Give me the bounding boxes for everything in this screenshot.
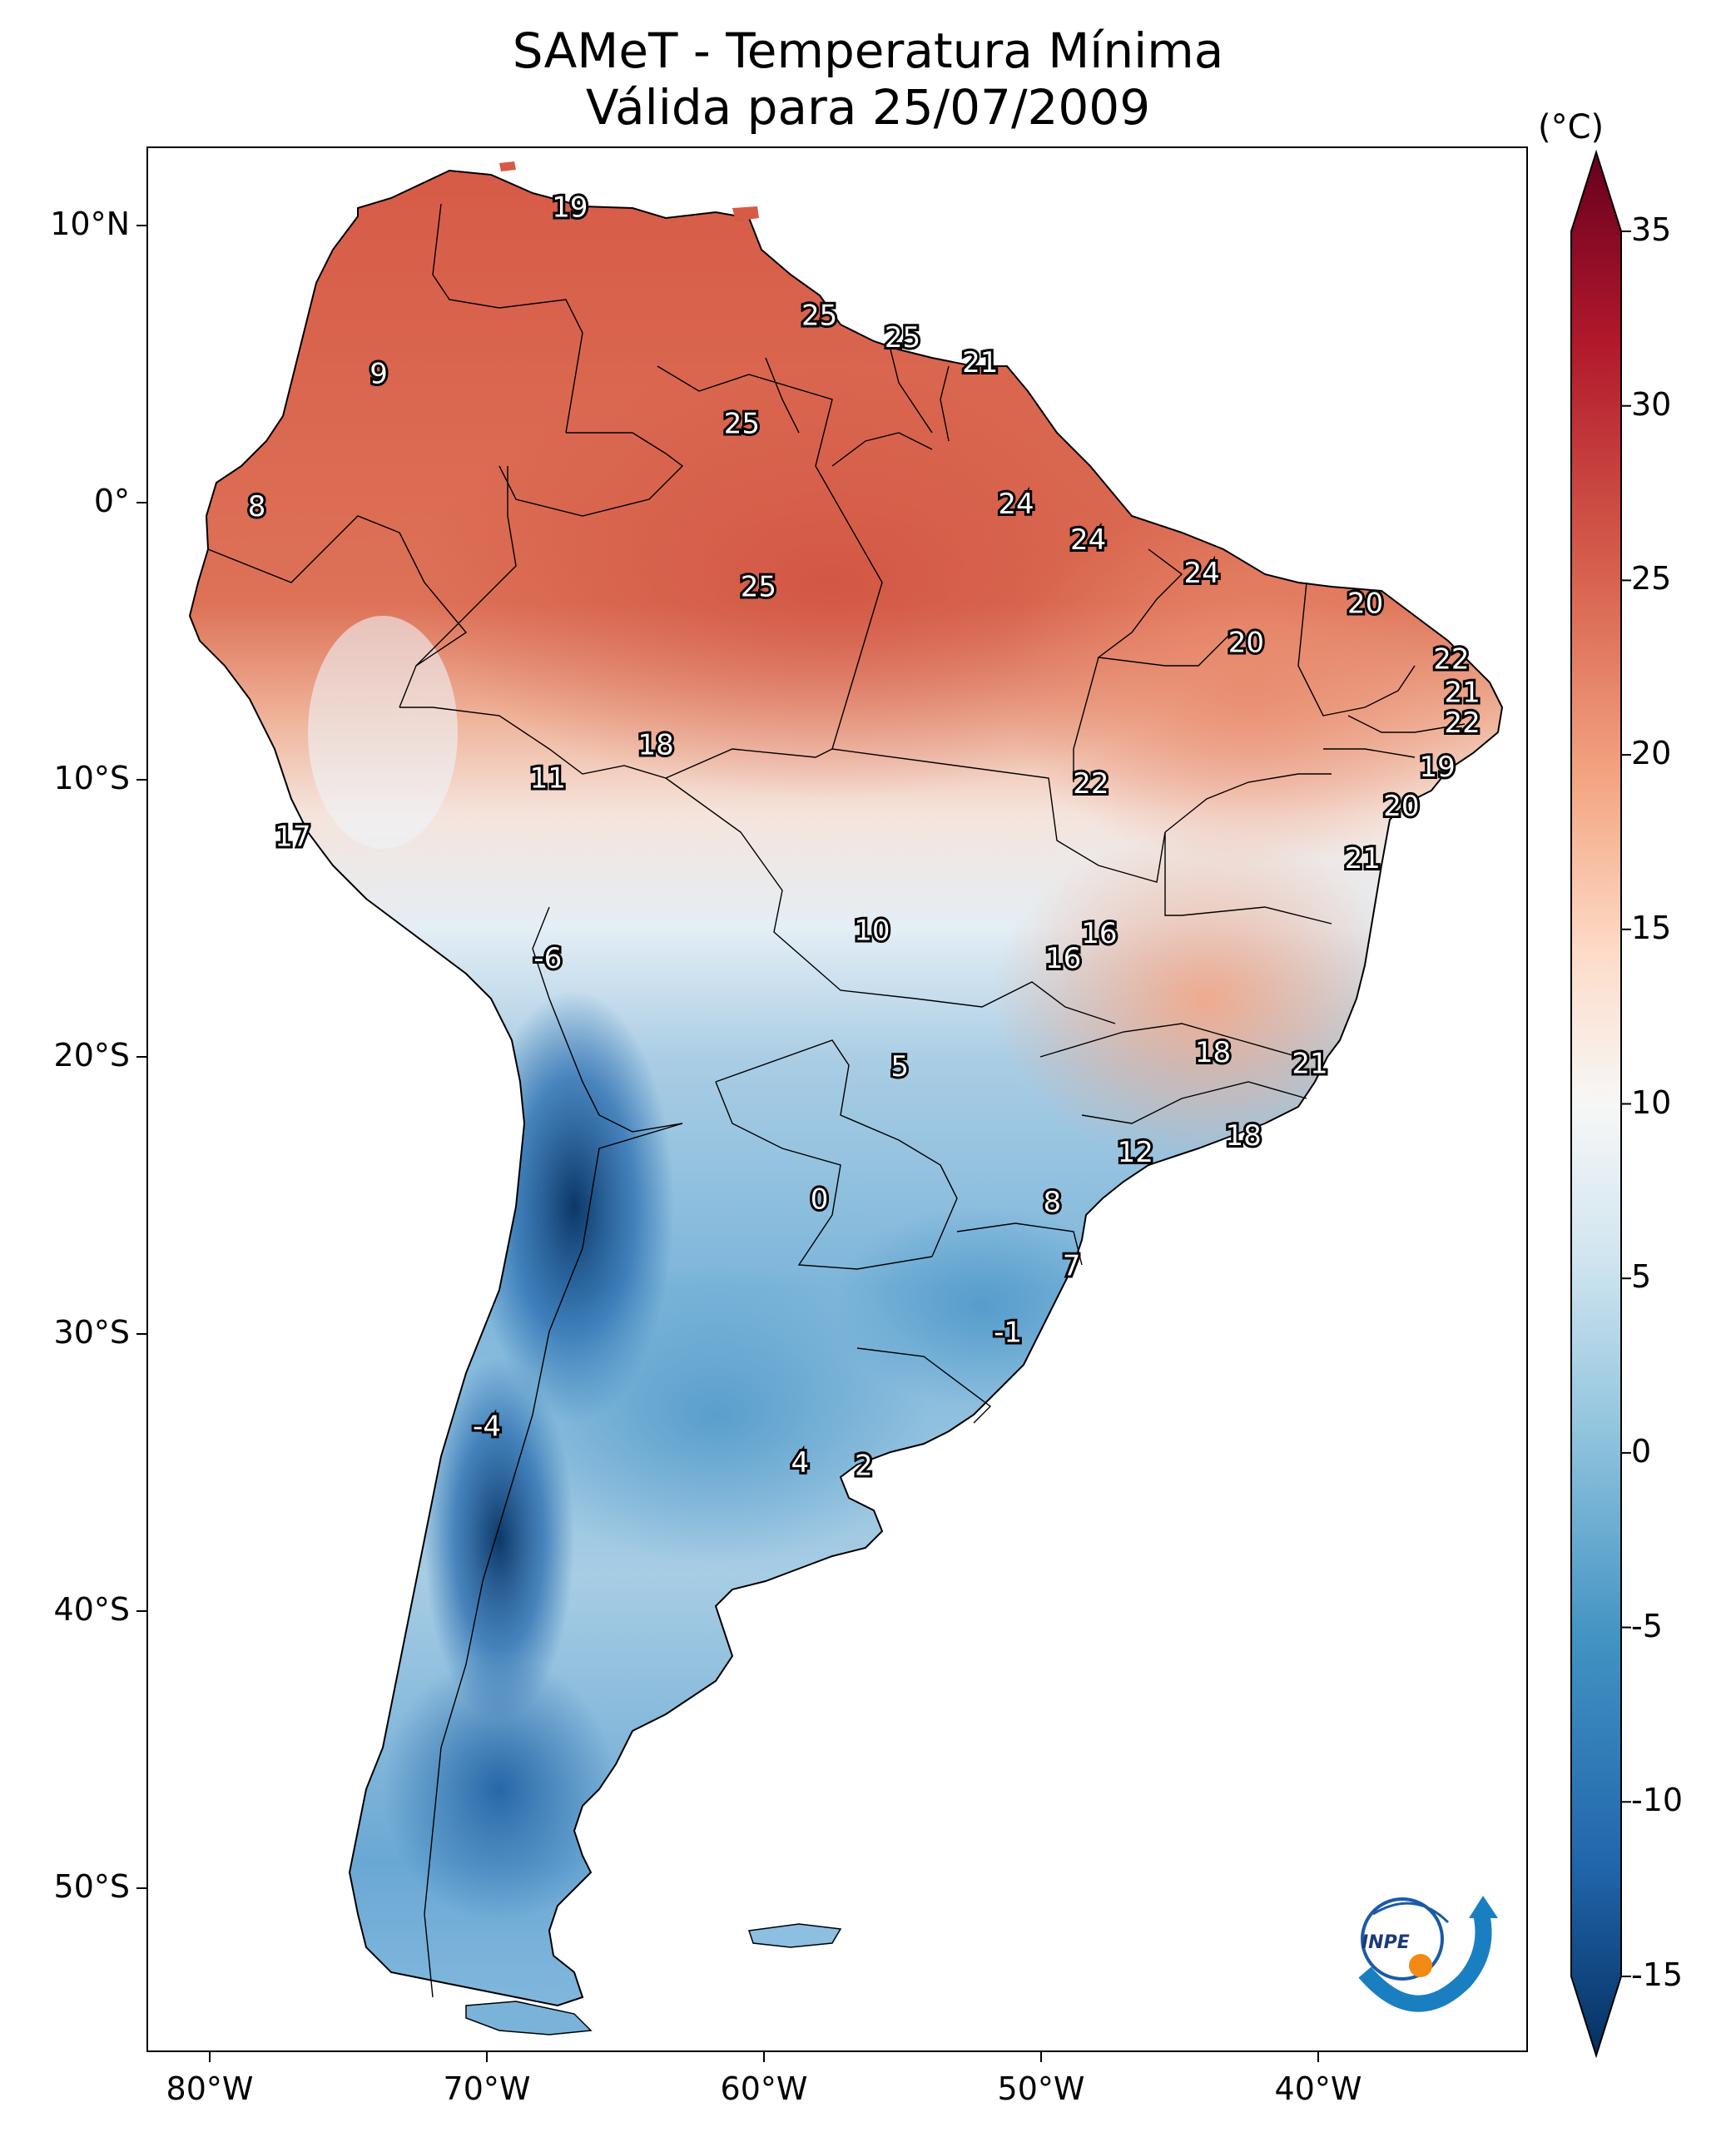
temperature-label: 21 [1292, 1047, 1327, 1080]
y-tick-mark [136, 1887, 146, 1889]
temperature-label: 25 [741, 571, 776, 604]
temperature-label: 25 [885, 321, 920, 355]
temperature-label: -6 [533, 942, 562, 975]
temperature-label: 4 [791, 1446, 809, 1480]
temperature-label: 19 [1420, 751, 1456, 784]
temperature-label: 25 [724, 407, 760, 440]
x-tick-mark [763, 2052, 765, 2062]
temperature-label: 5 [890, 1050, 909, 1083]
colorbar-tick-label: 15 [1631, 909, 1672, 946]
temperature-label: 7 [1063, 1250, 1081, 1283]
y-tick-mark [136, 1333, 146, 1335]
temperature-label: 20 [1347, 588, 1383, 621]
political-borders [207, 203, 1466, 1998]
colorbar-tick-label: 5 [1631, 1258, 1652, 1296]
temperature-label: 22 [1445, 707, 1481, 740]
temperature-label: 20 [1383, 790, 1419, 823]
temperature-label: 2 [855, 1449, 873, 1482]
y-tick-label: 30°S [53, 1314, 130, 1351]
temperature-label: 24 [998, 488, 1034, 521]
y-tick-mark [136, 1056, 146, 1058]
temperature-label: 21 [962, 346, 998, 379]
x-tick-label: 80°W [166, 2070, 254, 2107]
temperature-label: 20 [1228, 626, 1264, 659]
y-tick-label: 40°S [53, 1591, 130, 1628]
temperature-label: 8 [248, 490, 266, 523]
temperature-label: 16 [1045, 942, 1081, 975]
temperature-label: 22 [1433, 642, 1469, 676]
temperature-label: 10 [854, 915, 890, 948]
colorbar-tick-label: 35 [1631, 211, 1672, 248]
y-tick-mark [136, 225, 146, 226]
temperature-label: 21 [1345, 842, 1381, 875]
colorbar [1570, 149, 1631, 2059]
temperature-label: 16 [1081, 917, 1117, 950]
colorbar-tick-label: -10 [1631, 1782, 1684, 1819]
colorbar-body [1570, 149, 1622, 2059]
y-tick-label: 50°S [53, 1868, 130, 1905]
map-title: SAMeT - Temperatura Mínima [512, 22, 1224, 79]
colorbar-tick-label: 30 [1631, 385, 1672, 423]
y-tick-mark [136, 502, 146, 503]
colorbar-tick-label: 10 [1631, 1083, 1672, 1121]
x-tick-mark [209, 2052, 211, 2062]
map-subtitle: Válida para 25/07/2009 [585, 79, 1151, 136]
temperature-label: 18 [1225, 1119, 1261, 1153]
x-tick-label: 50°W [997, 2070, 1085, 2107]
temperature-label: 18 [637, 729, 673, 762]
temperature-label: 24 [1070, 523, 1106, 557]
temperature-label: 25 [801, 299, 837, 332]
colorbar-tick-label: -5 [1631, 1607, 1663, 1644]
map-frame [146, 146, 1528, 2052]
y-tick-label: 0° [93, 483, 130, 519]
temperature-label: -4 [473, 1411, 501, 1444]
y-tick-label: 20°S [53, 1037, 130, 1074]
colorbar-unit: (°C) [1538, 108, 1605, 146]
colorbar-tick-label: -15 [1631, 1956, 1684, 1993]
colorbar-tick-label: 20 [1631, 735, 1672, 772]
x-tick-mark [1317, 2052, 1319, 2062]
x-tick-label: 40°W [1274, 2070, 1362, 2107]
temperature-label: 24 [1184, 557, 1220, 590]
y-tick-mark [136, 1610, 146, 1612]
temperature-label: 19 [552, 191, 588, 225]
temperature-label: 21 [1445, 676, 1481, 709]
temperature-label: 8 [1043, 1186, 1061, 1219]
colorbar-tick-label: 25 [1631, 560, 1672, 598]
y-tick-label: 10°N [50, 206, 130, 242]
logo-text: INPE [1362, 1932, 1410, 1953]
y-tick-label: 10°S [53, 760, 130, 796]
temperature-label: 9 [370, 357, 388, 390]
inpe-logo [1358, 1896, 1498, 2012]
x-tick-label: 70°W [443, 2070, 531, 2107]
x-tick-mark [1040, 2052, 1042, 2062]
colorbar-tick-label: 0 [1631, 1432, 1652, 1470]
y-tick-mark [136, 779, 146, 781]
x-tick-label: 60°W [720, 2070, 808, 2107]
x-tick-mark [486, 2052, 488, 2062]
temperature-label: 22 [1073, 767, 1109, 801]
temperature-label: -1 [994, 1316, 1022, 1350]
temperature-label: 0 [811, 1183, 829, 1217]
temperature-label: 17 [275, 820, 310, 853]
temperature-label: 12 [1118, 1136, 1153, 1169]
temperature-label: 11 [530, 762, 566, 796]
temperature-label: 18 [1195, 1036, 1231, 1069]
